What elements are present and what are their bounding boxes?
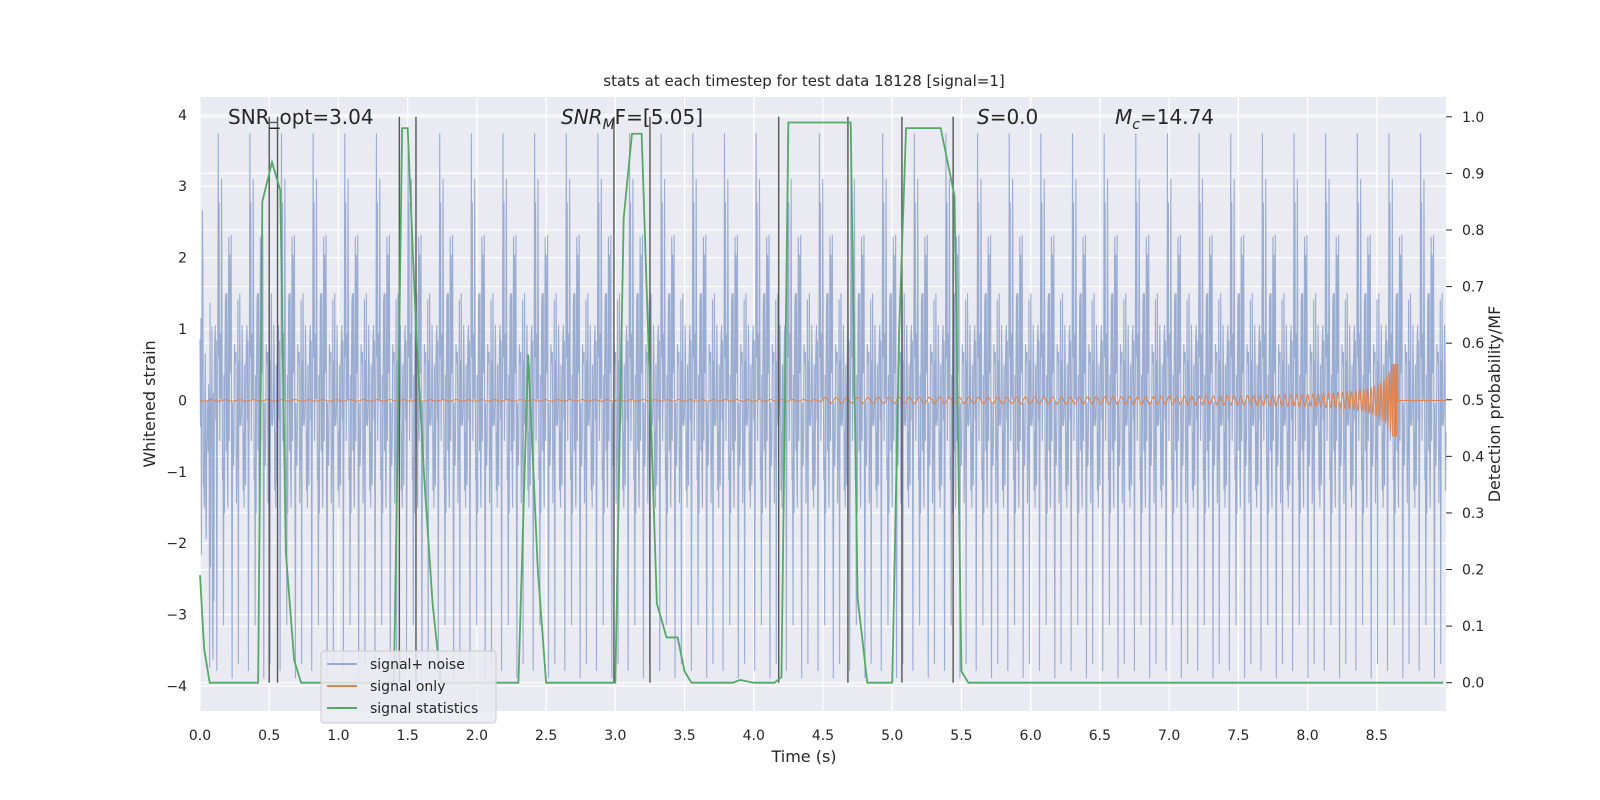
annotation-snr-mf: SNRMF=[5.05] bbox=[561, 105, 703, 133]
y-tick-label-5: −1 bbox=[166, 465, 187, 481]
x-tick-label-16: 8.0 bbox=[1296, 728, 1318, 744]
y-right-tick-label-5: 0.5 bbox=[1462, 393, 1484, 409]
x-tick-label-5: 2.5 bbox=[535, 728, 557, 744]
x-tick-label-6: 3.0 bbox=[604, 728, 626, 744]
signal-statistics-line bbox=[199, 121, 1444, 684]
x-tick-label-3: 1.5 bbox=[397, 728, 419, 744]
y-right-tick-label-1: 0.9 bbox=[1462, 166, 1484, 182]
vertical-markers bbox=[268, 116, 954, 683]
annotation-mc-main: M bbox=[1115, 105, 1132, 129]
signal-only-series bbox=[199, 364, 1446, 437]
annotation-snr-mf-sub: M bbox=[603, 117, 615, 133]
y-right-tick-labels: 1.0 0.9 0.8 0.7 0.6 0.5 0.4 0.3 0.2 0.1 0.0 bbox=[1446, 110, 1484, 692]
y-right-tick-label-8: 0.2 bbox=[1462, 563, 1484, 579]
x-axis-label: Time (s) bbox=[770, 747, 836, 766]
y-axis-label: Whitened strain bbox=[140, 340, 159, 467]
x-tick-label-15: 7.5 bbox=[1227, 728, 1249, 744]
y-tick-label-7: −3 bbox=[166, 608, 187, 624]
y-right-tick-label-10: 0.0 bbox=[1462, 676, 1484, 692]
x-tick-label-2: 1.0 bbox=[327, 728, 349, 744]
legend-label-signal-statistics: signal statistics bbox=[370, 701, 478, 717]
x-tick-label-4: 2.0 bbox=[466, 728, 488, 744]
y-right-tick-label-4: 0.6 bbox=[1462, 336, 1484, 352]
annotation-mc-rest: =14.74 bbox=[1140, 105, 1214, 129]
y-right-tick-label-0: 1.0 bbox=[1462, 110, 1484, 126]
legend-label-signal-noise: signal+ noise bbox=[370, 657, 465, 673]
legend: signal+ noise signal only signal statist… bbox=[320, 650, 497, 724]
annotation-snr-mf-main: SNR bbox=[561, 105, 603, 129]
y-right-tick-label-7: 0.3 bbox=[1462, 506, 1484, 522]
y-tick-labels: 4 3 2 1 0 −1 −2 −3 −4 bbox=[166, 108, 187, 695]
x-tick-label-12: 6.0 bbox=[1020, 728, 1042, 744]
signal-statistics-series bbox=[199, 121, 1444, 684]
x-tick-label-0: 0.0 bbox=[189, 728, 211, 744]
y-right-tick-label-3: 0.7 bbox=[1462, 280, 1484, 296]
x-tick-label-17: 8.5 bbox=[1366, 728, 1388, 744]
y-tick-label-6: −2 bbox=[166, 536, 187, 552]
x-tick-labels: 0.0 0.5 1.0 1.5 2.0 2.5 3.0 3.5 4.0 4.5 5.0 5.5 6.0 6… bbox=[189, 728, 1388, 744]
x-tick-label-10: 5.0 bbox=[881, 728, 903, 744]
y-tick-label-0: 4 bbox=[178, 108, 187, 124]
legend-box bbox=[320, 650, 497, 724]
y-tick-label-8: −4 bbox=[166, 679, 187, 695]
annotation-snr-mf-rest: F=[5.05] bbox=[615, 105, 703, 129]
y-tick-label-3: 1 bbox=[178, 322, 187, 338]
x-tick-label-11: 5.5 bbox=[950, 728, 972, 744]
x-tick-label-7: 3.5 bbox=[673, 728, 695, 744]
signal-only-line bbox=[199, 364, 1446, 437]
y-tick-label-2: 2 bbox=[178, 251, 187, 267]
signal-plus-noise-series bbox=[199, 133, 1447, 679]
x-tick-label-9: 4.5 bbox=[812, 728, 834, 744]
y-right-tick-label-6: 0.4 bbox=[1462, 449, 1484, 465]
annotation-s-rest: =0.0 bbox=[990, 105, 1039, 129]
x-tick-label-14: 7.0 bbox=[1158, 728, 1180, 744]
x-tick-label-1: 0.5 bbox=[258, 728, 280, 744]
x-tick-label-8: 4.0 bbox=[743, 728, 765, 744]
y-right-axis-label: Detection probability/MF bbox=[1485, 306, 1504, 503]
chart-title: stats at each timestep for test data 181… bbox=[603, 72, 1004, 90]
annotation-s: S=0.0 bbox=[977, 105, 1038, 129]
annotation-s-main: S bbox=[977, 105, 990, 129]
signal-plus-noise-line bbox=[199, 133, 1447, 679]
annotation-mc-sub: c bbox=[1132, 117, 1140, 133]
x-tick-label-13: 6.5 bbox=[1089, 728, 1111, 744]
y-tick-label-1: 3 bbox=[178, 179, 187, 195]
y-right-tick-label-2: 0.8 bbox=[1462, 223, 1484, 239]
legend-label-signal-only: signal only bbox=[370, 679, 445, 695]
y-right-tick-label-9: 0.1 bbox=[1462, 619, 1484, 635]
annotation-snr-opt: SNR_opt=3.04 bbox=[228, 105, 374, 129]
annotation-mc: Mc=14.74 bbox=[1115, 105, 1214, 133]
y-tick-label-4: 0 bbox=[178, 393, 187, 409]
